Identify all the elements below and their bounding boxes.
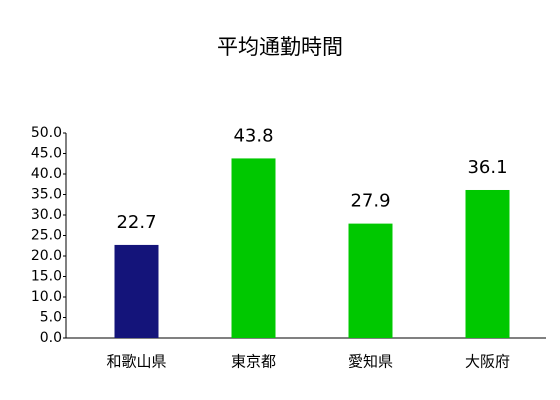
y-tick-label: 45.0: [31, 146, 62, 162]
y-tick-label: 35.0: [31, 187, 62, 203]
y-tick-label: 50.0: [31, 125, 62, 141]
bar: [348, 223, 393, 338]
data-label: 22.7: [116, 212, 156, 233]
data-label: 27.9: [350, 191, 390, 212]
y-tick-label: 25.0: [31, 228, 62, 244]
x-tick-label: 和歌山県: [106, 353, 166, 371]
y-tick-label: 15.0: [31, 269, 62, 285]
bar: [114, 244, 159, 338]
y-tick-label: 5.0: [40, 310, 62, 326]
chart-title: 平均通勤時間: [217, 35, 343, 59]
bar: [465, 189, 510, 338]
x-tick-label: 東京都: [231, 353, 276, 371]
y-tick-label: 30.0: [31, 207, 62, 223]
x-tick-label: 大阪府: [465, 353, 510, 371]
y-tick-label: 40.0: [31, 166, 62, 182]
y-tick-label: 0.0: [40, 330, 62, 346]
y-tick-label: 10.0: [31, 289, 62, 305]
bar: [231, 158, 276, 338]
data-label: 43.8: [233, 125, 273, 146]
y-tick-label: 20.0: [31, 248, 62, 264]
data-label: 36.1: [467, 157, 507, 178]
x-tick-label: 愛知県: [348, 353, 393, 371]
